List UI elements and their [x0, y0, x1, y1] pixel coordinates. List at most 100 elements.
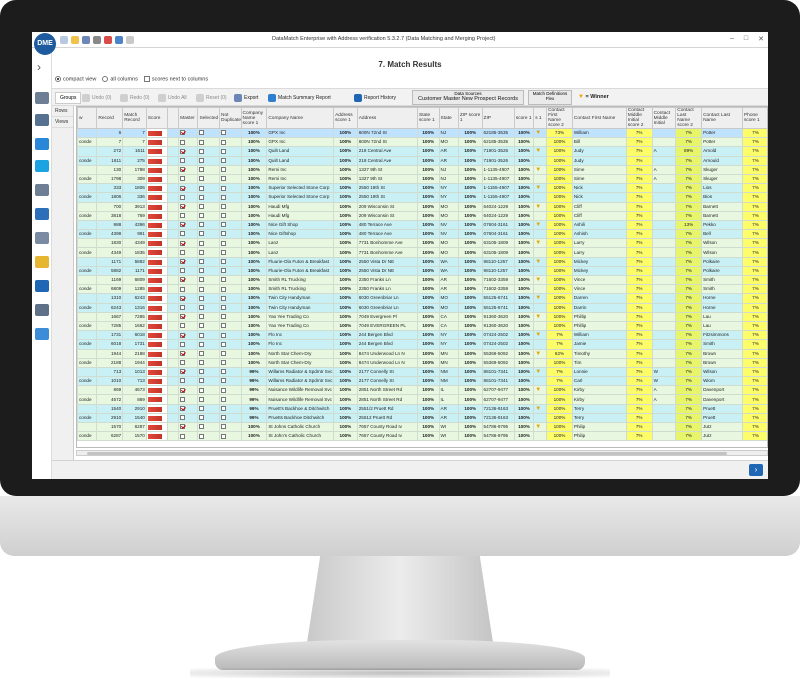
table-row[interactable]: conde 1798 309 100% Remi Inc 100% 1327 9th St 1… — [77, 173, 767, 185]
selected-checkbox[interactable] — [199, 406, 205, 411]
table-row[interactable]: 700 3913 100% Haudi Mfg 100% 209 Wisconsin St… — [77, 201, 767, 212]
help-icon[interactable] — [126, 36, 134, 44]
master-checkbox[interactable] — [180, 406, 186, 411]
not-duplicate-checkbox[interactable] — [221, 369, 226, 375]
not-duplicate-checkbox[interactable] — [221, 277, 226, 283]
column-header[interactable]: State score 1 — [417, 107, 440, 129]
not-duplicate-checkbox[interactable] — [221, 213, 226, 219]
not-duplicate-checkbox[interactable] — [221, 387, 226, 393]
not-duplicate-checkbox[interactable] — [221, 167, 226, 173]
table-row[interactable]: conde 6018 1731 100% Flo Inc 100% 244 Bergen B… — [77, 339, 767, 350]
not-duplicate-checkbox[interactable] — [221, 240, 226, 246]
column-header[interactable]: Company Name score 1 — [240, 107, 268, 129]
undo-button[interactable]: Undo (0) — [82, 92, 111, 104]
master-checkbox[interactable] — [180, 222, 186, 228]
selected-checkbox[interactable] — [199, 360, 205, 366]
table-row[interactable]: conde 3818 769 100% Haudi Mfg 100% 209 Wiscons… — [77, 210, 767, 221]
not-duplicate-checkbox[interactable] — [221, 396, 226, 402]
master-checkbox[interactable] — [180, 396, 186, 402]
view-views[interactable]: Views — [52, 117, 73, 128]
table-row[interactable]: conde 1611 275 100% Quilt Land 100% 218 Centra… — [77, 155, 767, 166]
match-results-icon[interactable] — [35, 256, 49, 268]
selected-checkbox[interactable] — [199, 378, 205, 384]
selected-checkbox[interactable] — [199, 194, 205, 200]
not-duplicate-checkbox[interactable] — [221, 360, 226, 366]
tab-groups[interactable]: Groups — [55, 92, 82, 104]
not-duplicate-checkbox[interactable] — [221, 406, 226, 411]
column-header[interactable] — [167, 107, 180, 129]
table-row[interactable]: 6 7 100% GPX Inc 100% 600N 72nd St 100% NJ 100% 6… — [77, 127, 767, 139]
table-row[interactable]: conde 6243 1316 100% Twin City Handyman 100% 6… — [77, 302, 767, 313]
selected-checkbox[interactable] — [199, 286, 205, 292]
selected-checkbox[interactable] — [199, 157, 205, 163]
schedule-icon[interactable] — [35, 328, 49, 340]
table-row[interactable]: 130 1798 100% Remi Inc 100% 1327 9th St 100% NJ… — [77, 164, 767, 175]
selected-checkbox[interactable] — [199, 304, 205, 310]
column-header[interactable]: Contact First Name score 2 — [546, 107, 573, 129]
table-row[interactable]: conde 7 7 100% GPX Inc 100% 600N 72nd St 100% MO… — [77, 137, 767, 148]
scores-next-checkbox[interactable]: scores next to columns — [143, 76, 208, 82]
selected-checkbox[interactable] — [199, 268, 205, 274]
selected-checkbox[interactable] — [199, 167, 205, 173]
selected-checkbox[interactable] — [199, 387, 205, 393]
not-duplicate-checkbox[interactable] — [221, 231, 226, 237]
column-header[interactable]: w — [77, 107, 98, 129]
master-checkbox[interactable] — [180, 167, 186, 173]
match-summary-button[interactable]: Match Summary Report — [268, 92, 331, 104]
settings-icon[interactable] — [115, 36, 123, 44]
not-duplicate-checkbox[interactable] — [221, 176, 226, 182]
table-row[interactable]: 713 1013 99% Willams Radiator & Spdmtr Svc 1… — [77, 366, 767, 378]
master-checkbox[interactable] — [180, 249, 186, 255]
table-row[interactable]: conde 1010 713 99% Willams Radiator & Spdmtr… — [77, 376, 767, 387]
selected-checkbox[interactable] — [199, 203, 205, 209]
master-checkbox[interactable] — [180, 295, 186, 301]
column-header[interactable]: Address — [356, 107, 419, 129]
globe-icon[interactable] — [35, 160, 49, 172]
match-config-icon[interactable] — [35, 208, 49, 220]
not-duplicate-checkbox[interactable] — [221, 433, 226, 439]
not-duplicate-checkbox[interactable] — [221, 185, 226, 191]
selected-checkbox[interactable] — [199, 332, 205, 338]
master-checkbox[interactable] — [180, 203, 186, 209]
master-checkbox[interactable] — [180, 350, 186, 356]
not-duplicate-checkbox[interactable] — [221, 350, 226, 356]
table-row[interactable]: 1731 6018 100% Flo Inc 100% 244 Bergen Blvd 10… — [77, 330, 767, 341]
column-header[interactable]: Address score 1 — [333, 107, 358, 129]
table-row[interactable]: conde 4349 1835 100% Lanz 100% 7731 Bonhomme A… — [77, 247, 767, 258]
master-checkbox[interactable] — [180, 286, 186, 292]
not-duplicate-checkbox[interactable] — [221, 139, 226, 145]
database-icon[interactable] — [35, 114, 49, 126]
table-row[interactable]: 1830 4349 100% Lanz 100% 7731 Bonhomme Ave 100… — [77, 238, 767, 249]
column-header[interactable]: Company Name — [266, 107, 335, 129]
column-header[interactable]: Not Duplicate — [219, 107, 242, 129]
selected-checkbox[interactable] — [199, 424, 205, 430]
export-button[interactable]: Export — [234, 92, 258, 104]
not-duplicate-checkbox[interactable] — [221, 286, 226, 292]
column-header[interactable]: ZIP — [481, 107, 515, 129]
selected-checkbox[interactable] — [199, 176, 205, 182]
selected-checkbox[interactable] — [199, 295, 205, 301]
not-duplicate-checkbox[interactable] — [221, 203, 226, 209]
not-duplicate-checkbox[interactable] — [221, 304, 226, 310]
master-checkbox[interactable] — [180, 268, 186, 274]
table-row[interactable]: conde 6287 1570 100% St John's Catholic Chur… — [77, 431, 767, 442]
open-folder-icon[interactable] — [71, 36, 79, 44]
selected-checkbox[interactable] — [199, 259, 205, 264]
not-duplicate-checkbox[interactable] — [221, 222, 226, 228]
column-header[interactable]: Phone score 1 — [741, 107, 767, 129]
not-duplicate-checkbox[interactable] — [221, 332, 226, 338]
profile-icon[interactable] — [35, 138, 49, 150]
not-duplicate-checkbox[interactable] — [221, 424, 226, 430]
selected-checkbox[interactable] — [199, 139, 205, 145]
column-header[interactable]: ZIP score 1 — [457, 107, 483, 129]
selected-checkbox[interactable] — [199, 350, 205, 356]
master-checkbox[interactable] — [180, 176, 186, 182]
master-checkbox[interactable] — [180, 231, 186, 237]
selected-checkbox[interactable] — [199, 185, 205, 191]
horizontal-scrollbar[interactable] — [76, 450, 768, 456]
selected-checkbox[interactable] — [199, 240, 205, 246]
master-checkbox[interactable] — [180, 360, 186, 366]
selected-checkbox[interactable] — [199, 148, 205, 154]
table-row[interactable]: 333 1806 100% Superior Selected Stone Corp 1… — [77, 183, 767, 194]
table-row[interactable]: 272 1611 100% Quilt Land 100% 218 Central Ave… — [77, 146, 767, 157]
